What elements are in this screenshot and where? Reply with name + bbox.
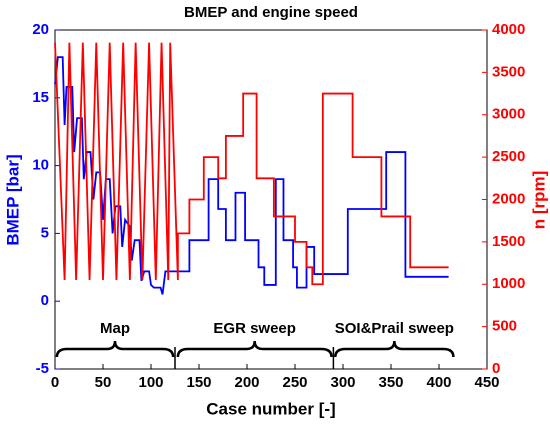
plot-frame <box>54 29 488 370</box>
y2-tick-label: 4000 <box>492 21 525 38</box>
y2-tick-label: 0 <box>492 360 500 377</box>
annotation: EGR sweep <box>213 320 296 337</box>
x-tick-label: 350 <box>378 374 403 391</box>
x-tick-label: 100 <box>138 374 163 391</box>
x-tick-label: 400 <box>426 374 451 391</box>
y-tick-label: -5 <box>36 360 49 377</box>
y2-tick-label: 1500 <box>492 233 525 250</box>
y2-tick-label: 3000 <box>492 106 525 123</box>
series-line <box>54 42 449 286</box>
y-tick-label: 10 <box>32 157 49 174</box>
x-tick-label: 250 <box>282 374 307 391</box>
y2-tick-label: 2500 <box>492 148 525 165</box>
y-axis-label: BMEP [bar] <box>3 154 22 245</box>
x-tick-label: 450 <box>474 374 499 391</box>
annotation: Map <box>100 320 130 337</box>
y2-tick-label: 3500 <box>492 63 525 80</box>
x-tick-label: 150 <box>186 374 211 391</box>
y2-tick-label: 1000 <box>492 275 525 292</box>
y-tick-label: 5 <box>41 224 49 241</box>
y-tick-label: 20 <box>32 21 49 38</box>
y2-tick-label: 500 <box>492 318 517 335</box>
x-tick-label: 200 <box>234 374 259 391</box>
y2-tick-label: 2000 <box>492 190 525 207</box>
y-tick-label: 15 <box>32 89 49 106</box>
x-tick-label: 0 <box>51 374 59 391</box>
chart-title: BMEP and engine speed <box>184 4 358 21</box>
brace <box>55 340 175 358</box>
brace <box>176 340 333 358</box>
y2-axis-label: n [rpm] <box>529 171 548 230</box>
brace <box>334 340 455 358</box>
x-tick-label: 300 <box>330 374 355 391</box>
y-tick-label: 0 <box>41 292 49 309</box>
x-axis-label: Case number [-] <box>206 399 335 418</box>
annotation: SOI&Prail sweep <box>335 320 454 337</box>
x-tick-label: 50 <box>95 374 112 391</box>
